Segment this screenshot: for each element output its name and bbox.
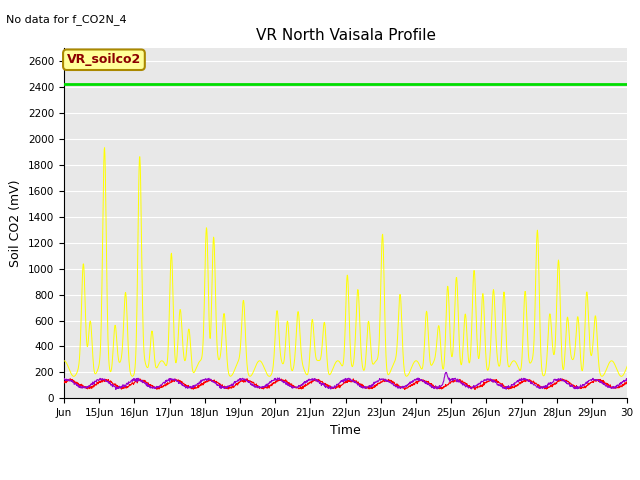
Text: VR_soilco2: VR_soilco2: [67, 53, 141, 66]
Legend: CO2N_1, CO2N_2, CO2N_3, North -4cm, East -4cm: CO2N_1, CO2N_2, CO2N_3, North -4cm, East…: [119, 478, 572, 480]
X-axis label: Time: Time: [330, 424, 361, 437]
Y-axis label: Soil CO2 (mV): Soil CO2 (mV): [10, 180, 22, 267]
Title: VR North Vaisala Profile: VR North Vaisala Profile: [255, 28, 436, 43]
Text: No data for f_CO2N_4: No data for f_CO2N_4: [6, 14, 127, 25]
